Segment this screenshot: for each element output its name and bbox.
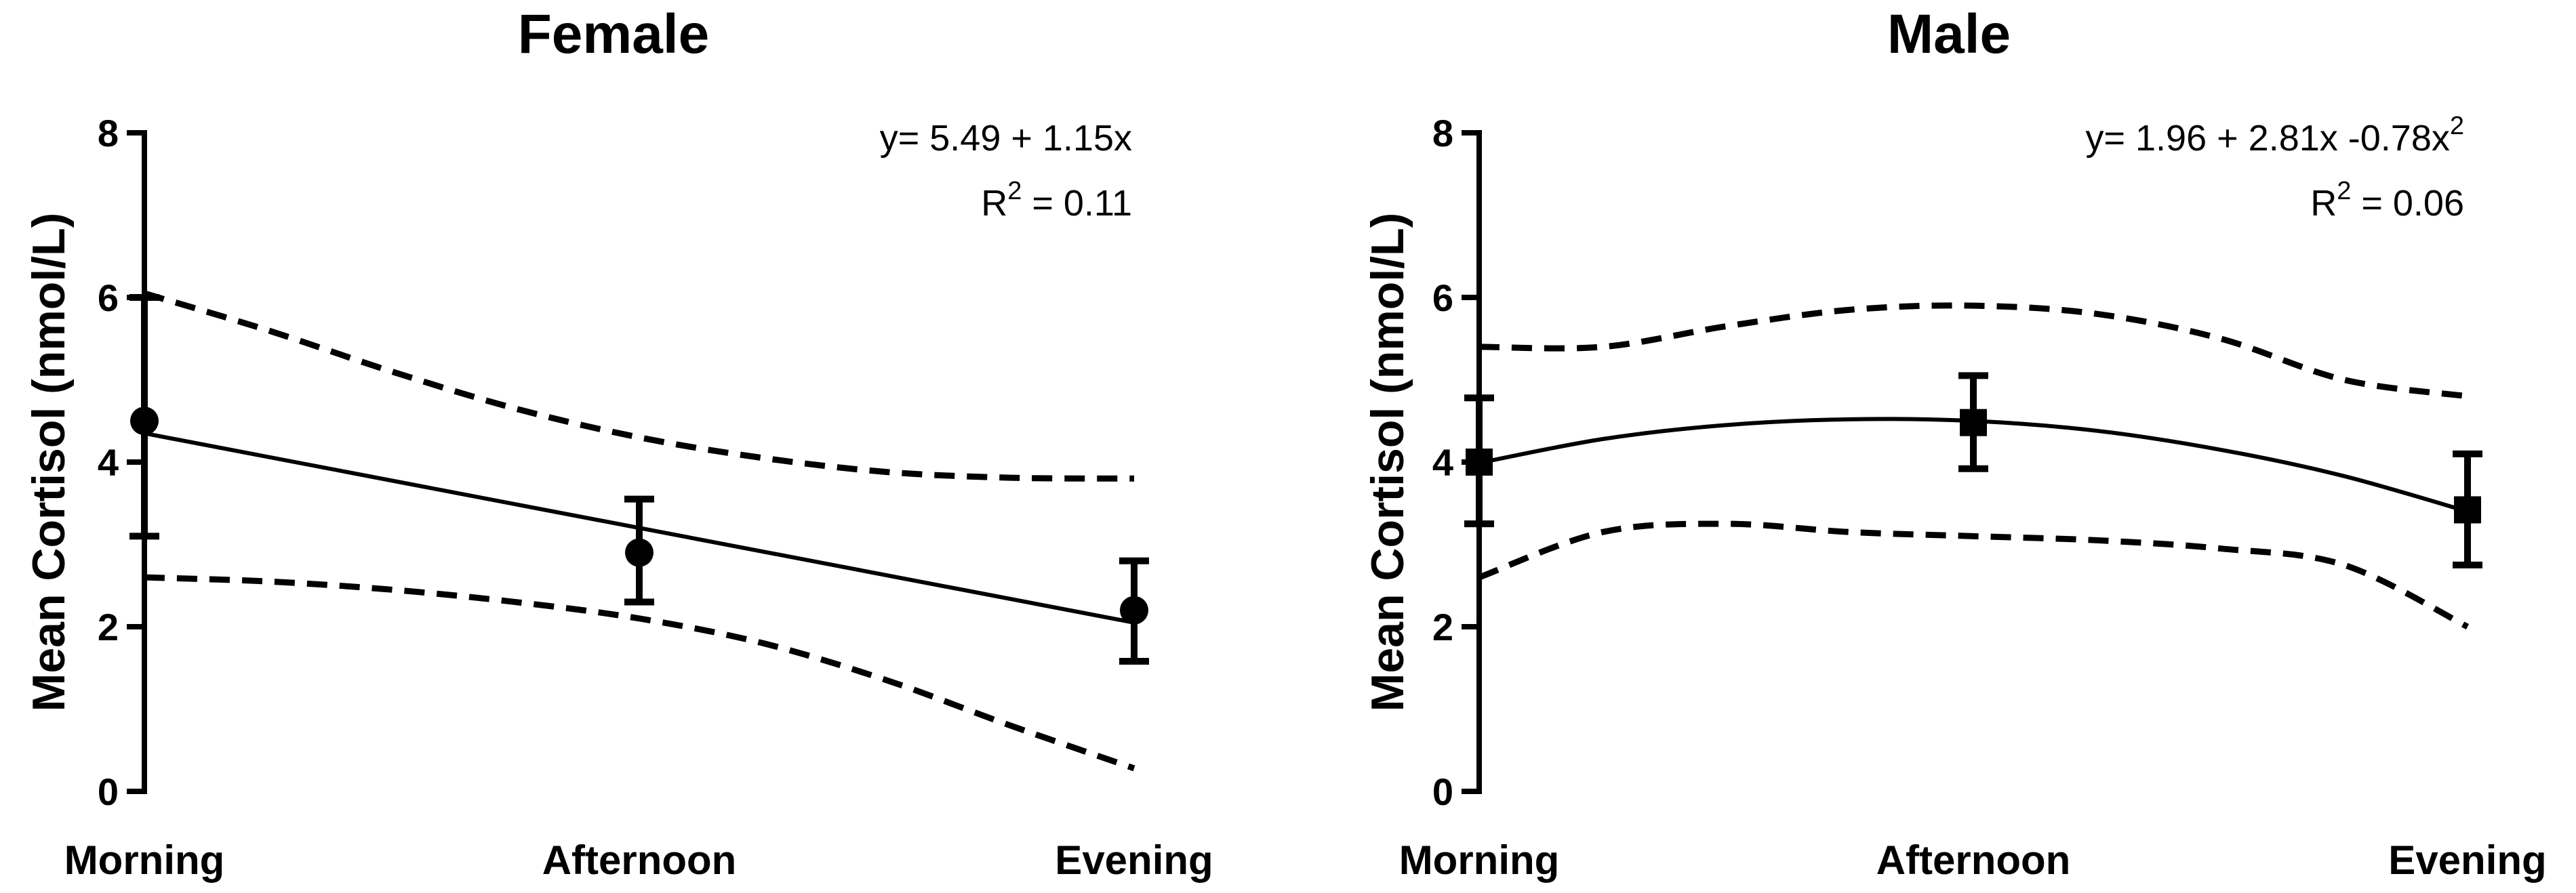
r2-superscript: 2 [1007, 177, 1022, 205]
y-axis-label: Mean Cortisol (nmol/L) [23, 213, 75, 712]
male-panel: Male Mean Cortisol (nmol/L) 0 2 4 6 8 Morning Af… [1362, 3, 2547, 883]
ci-upper-line [143, 290, 1135, 482]
data-point [625, 538, 653, 567]
x-category-label: Evening [2388, 837, 2546, 883]
equation-text: y= 5.49 + 1.15x [880, 118, 1132, 159]
regression-equation: y= 1.96 + 2.81x -0.78x2 [2085, 112, 2464, 159]
x-category-label: Morning [1399, 837, 1560, 883]
y-tick-label: 2 [98, 606, 119, 648]
panel-title: Female [518, 3, 710, 65]
ci-upper-line [1478, 302, 2468, 400]
data-point [1466, 449, 1493, 476]
x-category-label: Afternoon [542, 837, 737, 883]
y-tick-label: 0 [98, 770, 119, 813]
ci-lower-line [144, 574, 1135, 772]
data-point [1960, 409, 1987, 436]
data-point [1120, 596, 1148, 625]
data-point [2454, 496, 2481, 524]
r2-value: = 0.11 [1022, 183, 1132, 224]
equation-superscript: 2 [2450, 112, 2464, 140]
r2-superscript: 2 [2337, 177, 2351, 205]
y-axis-label: Mean Cortisol (nmol/L) [1362, 213, 1413, 712]
r2-value: = 0.06 [2351, 183, 2464, 224]
y-tick-label: 8 [1432, 112, 1453, 154]
y-tick-label: 8 [98, 112, 119, 154]
female-panel: Female Mean Cortisol (nmol/L) 0 2 4 6 8 Morning… [23, 3, 1213, 883]
x-category-label: Morning [64, 837, 225, 883]
y-tick-label: 2 [1432, 606, 1453, 648]
panel-title: Male [1887, 3, 2011, 65]
equation-text: y= 1.96 + 2.81x -0.78x [2085, 118, 2449, 159]
x-category-label: Evening [1055, 837, 1213, 883]
r-squared: R2 = 0.11 [981, 177, 1132, 224]
y-tick-label: 0 [1432, 770, 1453, 813]
y-tick-label: 6 [1432, 276, 1453, 319]
y-tick-label: 6 [98, 276, 119, 319]
regression-equation: y= 5.49 + 1.15x [880, 118, 1132, 159]
r-squared: R2 = 0.06 [2310, 177, 2464, 224]
r2-label: R [981, 183, 1007, 224]
y-tick-label: 4 [98, 441, 119, 484]
ci-lower-line [1478, 520, 2470, 630]
data-point [130, 407, 159, 436]
r2-label: R [2310, 183, 2337, 224]
y-tick-label: 4 [1432, 441, 1453, 484]
x-category-label: Afternoon [1876, 837, 2071, 883]
